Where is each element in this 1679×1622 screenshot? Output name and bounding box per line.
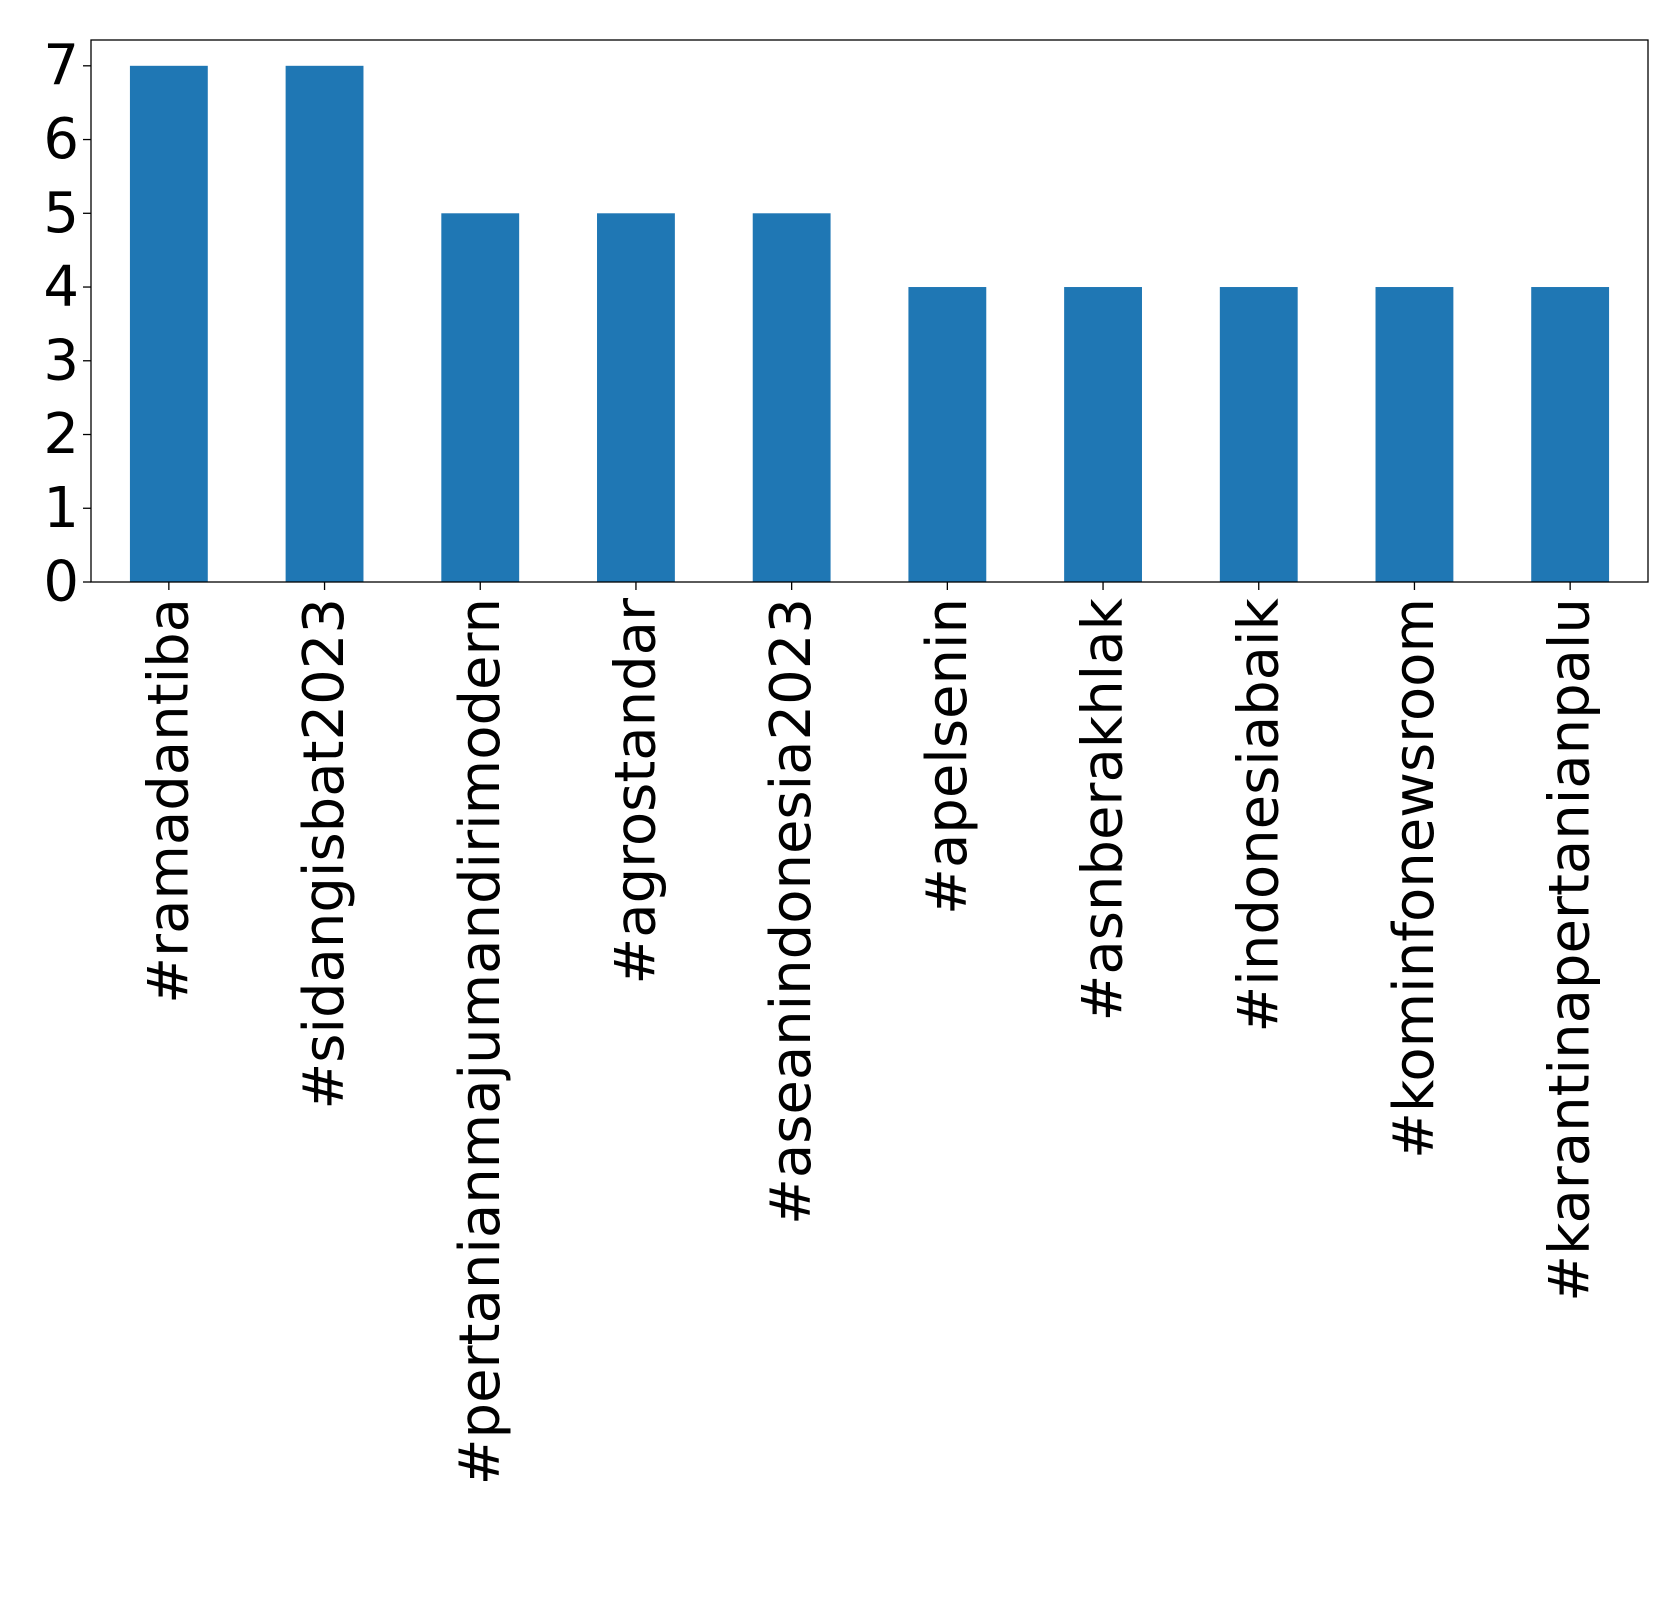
plot-frame — [90, 39, 1649, 583]
y-tick-label-5: 5 — [43, 181, 79, 246]
bar-8 — [1375, 287, 1454, 582]
x-tick-label-6: #asnberakhlak — [1071, 597, 1136, 1021]
x-tick-label-3: #agrostandar — [603, 597, 668, 985]
bar-2 — [441, 213, 520, 583]
x-tick-label-7: #indonesiabaik — [1226, 597, 1291, 1032]
x-tick-label-5: #apelsenin — [915, 598, 980, 915]
bar-9 — [1531, 287, 1610, 582]
y-tick-label-0: 0 — [43, 550, 79, 615]
x-tick-label-4: #aseanindonesia2023 — [759, 598, 824, 1225]
y-tick-label-6: 6 — [43, 107, 79, 172]
bar-0 — [129, 65, 208, 582]
y-tick-label-4: 4 — [43, 255, 79, 320]
y-tick-label-2: 2 — [43, 402, 79, 467]
x-tick-label-9: #karantinapertanianpalu — [1538, 598, 1603, 1302]
bar-7 — [1219, 287, 1298, 582]
bar-5 — [908, 287, 987, 582]
bar-6 — [1064, 287, 1142, 582]
y-tick-label-7: 7 — [43, 33, 79, 98]
x-tick-label-8: #kominfonewsroom — [1382, 598, 1447, 1159]
bar-4 — [752, 213, 831, 583]
bar-1 — [285, 65, 364, 582]
x-tick-label-0: #ramadantiba — [136, 598, 201, 1004]
x-tick-label-2: #pertanianmajumandirimodern — [448, 598, 513, 1485]
x-tick-label-1: #sidangisbat2023 — [292, 598, 357, 1110]
y-tick-label-3: 3 — [43, 328, 79, 393]
y-tick-label-1: 1 — [43, 476, 79, 541]
bar-3 — [597, 213, 675, 583]
